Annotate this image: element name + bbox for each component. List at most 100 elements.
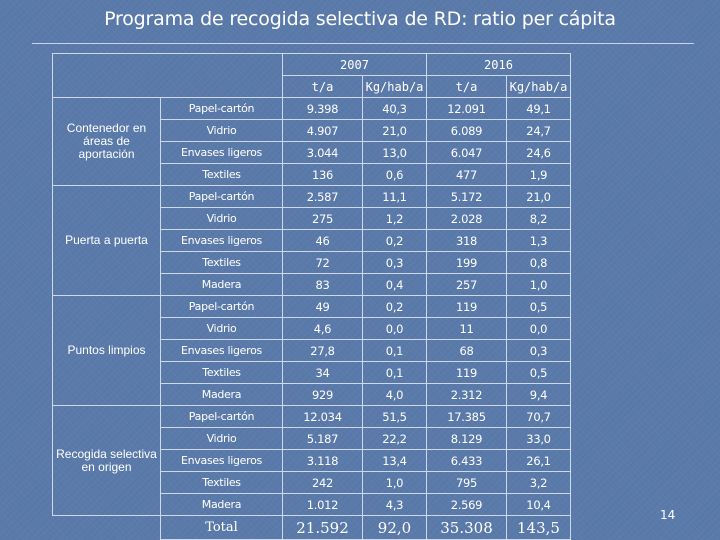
value-t2016: 6.433 bbox=[426, 449, 507, 472]
value-t2016: 5.172 bbox=[426, 185, 507, 208]
value-k2007: 22,2 bbox=[362, 427, 427, 450]
value-k2007: 13,4 bbox=[362, 449, 427, 472]
value-k2007: 1,2 bbox=[362, 207, 427, 230]
table-row: Vidrio 4,6 0,0 11 0,0 bbox=[53, 317, 571, 340]
value-k2016: 9,4 bbox=[506, 383, 571, 406]
total-k2007: 92,0 bbox=[362, 515, 427, 540]
material-cell: Textiles bbox=[160, 251, 283, 274]
group-label: Puerta a puerta bbox=[52, 185, 161, 296]
material-cell: Textiles bbox=[160, 163, 283, 186]
value-k2007: 40,3 bbox=[362, 97, 427, 120]
material-cell: Vidrio bbox=[160, 207, 283, 230]
value-k2007: 0,1 bbox=[362, 361, 427, 384]
total-t2007: 21.592 bbox=[282, 515, 363, 540]
value-k2007: 13,0 bbox=[362, 141, 427, 164]
value-k2016: 70,7 bbox=[506, 405, 571, 428]
group-label: Puntos limpios bbox=[52, 295, 161, 406]
table-row: Recogida selectiva en origen Papel-cartón… bbox=[52, 405, 571, 516]
material-cell: Envases ligeros bbox=[160, 449, 283, 472]
value-k2007: 4,0 bbox=[362, 383, 427, 406]
value-k2016: 24,6 bbox=[506, 141, 571, 164]
value-k2007: 0,3 bbox=[362, 251, 427, 274]
value-t2007: 83 bbox=[282, 273, 363, 296]
material-cell: Madera bbox=[160, 493, 283, 516]
table-row: Textiles 34 0,1 119 0,5 bbox=[53, 361, 571, 384]
value-k2016: 8,2 bbox=[506, 207, 571, 230]
value-t2007: 27,8 bbox=[282, 339, 363, 362]
value-k2007: 1,0 bbox=[362, 471, 427, 494]
value-t2016: 477 bbox=[426, 163, 507, 186]
value-k2016: 0,3 bbox=[506, 339, 571, 362]
material-cell: Textiles bbox=[160, 361, 283, 384]
material-cell: Papel-cartón bbox=[160, 185, 283, 208]
material-cell: Envases ligeros bbox=[160, 339, 283, 362]
value-k2007: 0,2 bbox=[362, 229, 427, 252]
material-cell: Madera bbox=[160, 383, 283, 406]
total-t2016: 35.308 bbox=[426, 515, 507, 540]
value-t2007: 49 bbox=[282, 295, 363, 318]
total-row: Total 21.592 92,0 35.308 143,5 bbox=[53, 515, 571, 540]
value-k2007: 11,1 bbox=[362, 185, 427, 208]
value-t2016: 119 bbox=[426, 295, 507, 318]
material-cell: Envases ligeros bbox=[160, 229, 283, 252]
table-row: Vidrio 4.907 21,0 6.089 24,7 bbox=[53, 119, 571, 142]
corner-cell bbox=[52, 53, 283, 98]
value-k2016: 0,0 bbox=[506, 317, 571, 340]
table-row: Vidrio 5.187 22,2 8.129 33,0 bbox=[53, 427, 571, 450]
value-t2016: 8.129 bbox=[426, 427, 507, 450]
value-k2016: 10,4 bbox=[506, 493, 571, 516]
column-header-t2007: t/a bbox=[282, 75, 363, 98]
material-cell: Vidrio bbox=[160, 427, 283, 450]
value-t2007: 34 bbox=[282, 361, 363, 384]
group-label: Recogida selectiva en origen bbox=[52, 405, 161, 516]
year-header-2016: 2016 bbox=[426, 53, 571, 76]
material-cell: Madera bbox=[160, 273, 283, 296]
table-row: Vidrio 275 1,2 2.028 8,2 bbox=[53, 207, 571, 230]
title-divider bbox=[32, 43, 694, 44]
value-k2007: 0,0 bbox=[362, 317, 427, 340]
column-header-k2007: Kg/hab/a bbox=[362, 75, 427, 98]
material-cell: Papel-cartón bbox=[160, 97, 283, 120]
value-k2007: 21,0 bbox=[362, 119, 427, 142]
total-label: Total bbox=[160, 515, 283, 540]
value-t2016: 2.312 bbox=[426, 383, 507, 406]
column-header-t2016: t/a bbox=[426, 75, 507, 98]
value-k2016: 1,3 bbox=[506, 229, 571, 252]
table-row: Puntos limpios Papel-cartón 49 0,2 119 0,5 bbox=[52, 295, 571, 406]
value-t2007: 5.187 bbox=[282, 427, 363, 450]
value-t2016: 2.028 bbox=[426, 207, 507, 230]
value-t2016: 318 bbox=[426, 229, 507, 252]
table-row: Envases ligeros 46 0,2 318 1,3 bbox=[53, 229, 571, 252]
value-t2007: 3.044 bbox=[282, 141, 363, 164]
slide-title: Programa de recogida selectiva de RD: ra… bbox=[104, 8, 616, 30]
value-k2016: 1,9 bbox=[506, 163, 571, 186]
total-k2016: 143,5 bbox=[506, 515, 571, 540]
value-k2016: 21,0 bbox=[506, 185, 571, 208]
value-t2007: 12.034 bbox=[282, 405, 363, 428]
value-t2016: 6.089 bbox=[426, 119, 507, 142]
page-number: 14 bbox=[660, 508, 676, 522]
value-t2007: 1.012 bbox=[282, 493, 363, 516]
value-t2016: 257 bbox=[426, 273, 507, 296]
value-k2007: 0,2 bbox=[362, 295, 427, 318]
value-t2016: 199 bbox=[426, 251, 507, 274]
material-cell: Vidrio bbox=[160, 119, 283, 142]
table-row: Textiles 136 0,6 477 1,9 bbox=[53, 163, 571, 186]
value-k2016: 0,5 bbox=[506, 361, 571, 384]
value-t2016: 119 bbox=[426, 361, 507, 384]
value-k2016: 3,2 bbox=[506, 471, 571, 494]
value-t2007: 4,6 bbox=[282, 317, 363, 340]
value-t2016: 2.569 bbox=[426, 493, 507, 516]
value-k2016: 33,0 bbox=[506, 427, 571, 450]
value-t2007: 3.118 bbox=[282, 449, 363, 472]
value-k2007: 0,4 bbox=[362, 273, 427, 296]
value-t2016: 12.091 bbox=[426, 97, 507, 120]
value-k2007: 0,1 bbox=[362, 339, 427, 362]
group-label: Contenedor en áreas de aportación bbox=[52, 97, 161, 186]
value-k2016: 49,1 bbox=[506, 97, 571, 120]
value-t2007: 242 bbox=[282, 471, 363, 494]
value-t2016: 795 bbox=[426, 471, 507, 494]
value-k2007: 4,3 bbox=[362, 493, 427, 516]
table-row: Puerta a puerta Papel-cartón 2.587 11,1 5.17… bbox=[52, 185, 571, 296]
value-t2007: 72 bbox=[282, 251, 363, 274]
